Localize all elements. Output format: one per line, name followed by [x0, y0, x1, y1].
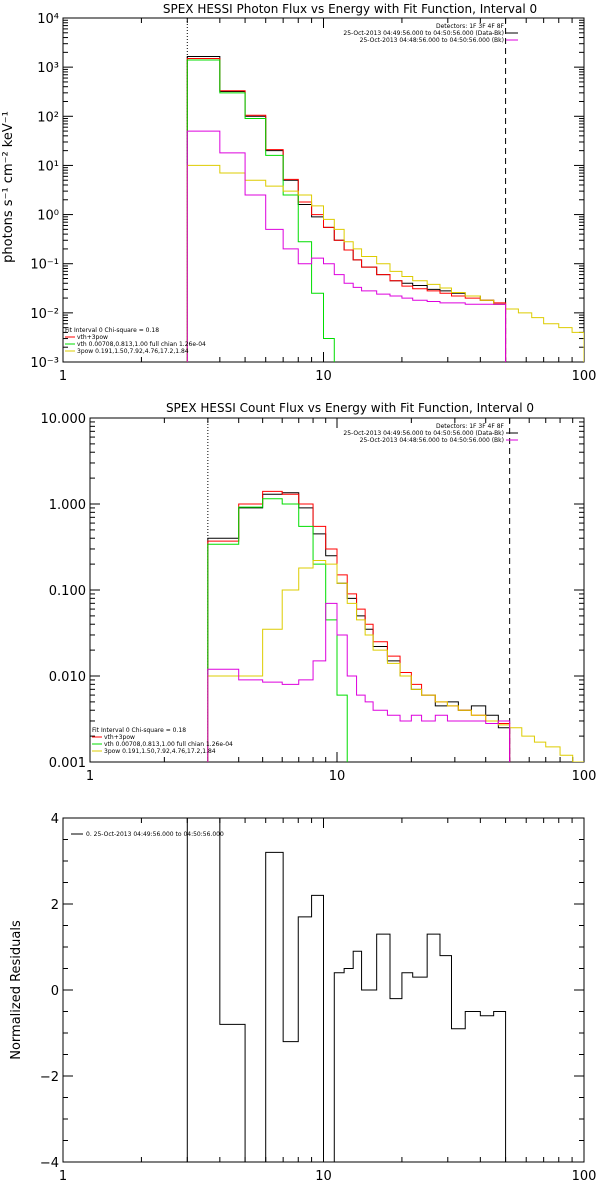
- legend-top-right-entry: 25-Oct-2013 04:48:56.000 to 04:50:56.000…: [360, 437, 504, 444]
- x-tick-label: 1: [59, 369, 67, 384]
- residuals-panel: Normalized Residuals 0. 25-Oct-2013 04:4…: [9, 812, 596, 1184]
- legend-bottom-left-entry: vth+3pow: [77, 334, 108, 341]
- y-tick-label: 2: [51, 898, 59, 913]
- y-tick-label: 10.000: [41, 412, 87, 427]
- series-bk: [207, 602, 511, 762]
- count-flux-title: SPEX HESSI Count Flux vs Energy with Fit…: [166, 401, 534, 415]
- photon-flux-ylabel: photons s⁻¹ cm⁻² keV⁻¹: [1, 111, 16, 263]
- residuals-ylabel: Normalized Residuals: [9, 920, 24, 1060]
- legend-bottom-left-entry: Fit Interval 0 Chi-square = 0.18: [65, 327, 159, 334]
- y-tick-label: 10⁴: [37, 12, 59, 27]
- y-tick-label: 0.010: [49, 670, 86, 685]
- y-tick-label: 4: [51, 812, 59, 827]
- series-data: [207, 492, 511, 762]
- residuals-legend: 0. 25-Oct-2013 04:49:56.000 to 04:50:56.…: [86, 831, 224, 838]
- series-3pow: [207, 560, 584, 762]
- y-tick-label: −2: [40, 1070, 59, 1085]
- photon-flux-panel: SPEX HESSI Photon Flux vs Energy with Fi…: [1, 2, 597, 384]
- series-data: [186, 55, 507, 362]
- x-tick-label: 10: [315, 1169, 332, 1184]
- x-tick-label: 100: [572, 369, 597, 384]
- x-tick-label: 10: [315, 369, 332, 384]
- x-tick-label: 100: [572, 1169, 597, 1184]
- x-tick-label: 1: [86, 769, 94, 784]
- y-tick-label: 0: [51, 984, 59, 999]
- legend-top-right-entry: Detectors: 1F 3F 4F 8F: [436, 423, 505, 430]
- series-3pow: [186, 164, 584, 362]
- series-vth: [186, 59, 335, 362]
- y-tick-label: −4: [40, 1156, 59, 1171]
- y-tick-label: 10¹: [37, 159, 59, 174]
- legend-bottom-left-entry: vth 0.00708,0.813,1.00 full chian 1.26e-…: [77, 341, 206, 348]
- series-bk: [186, 130, 507, 362]
- x-tick-label: 100: [572, 769, 597, 784]
- series-vth-3pow: [207, 490, 511, 762]
- y-tick-label: 1.000: [49, 498, 86, 513]
- series-vth: [207, 498, 348, 762]
- series-residuals: [186, 818, 507, 1162]
- legend-bottom-left-entry: 3pow 0.191,1.50,7.92,4.76,17.2,1.84: [104, 748, 216, 755]
- y-tick-label: 10⁰: [37, 209, 59, 224]
- photon-flux-title: SPEX HESSI Photon Flux vs Energy with Fi…: [163, 2, 537, 16]
- legend-top-right-entry: Detectors: 1F 3F 4F 8F: [436, 23, 505, 30]
- y-tick-label: 10²: [37, 110, 59, 125]
- legend-top-right-entry: 25-Oct-2013 04:48:56.000 to 04:50:56.000…: [360, 37, 504, 44]
- series-vth-3pow: [186, 57, 507, 362]
- y-tick-label: 10⁻¹: [30, 258, 59, 273]
- legend-bottom-left-entry: 3pow 0.191,1.50,7.92,4.76,17.2,1.84: [77, 348, 189, 355]
- legend-bottom-left-entry: vth+3pow: [104, 734, 135, 741]
- y-tick-label: 10³: [37, 61, 59, 76]
- x-tick-label: 1: [59, 1169, 67, 1184]
- legend-top-right-entry: 25-Oct-2013 04:49:56.000 to 04:50:56.000…: [343, 30, 504, 37]
- legend-bottom-left-entry: Fit Interval 0 Chi-square = 0.18: [92, 727, 186, 734]
- legend-top-right-entry: 25-Oct-2013 04:49:56.000 to 04:50:56.000…: [343, 430, 504, 437]
- legend-bottom-left-entry: vth 0.00708,0.813,1.00 full chian 1.26e-…: [104, 741, 233, 748]
- y-tick-label: 10⁻²: [30, 307, 59, 322]
- count-flux-panel: SPEX HESSI Count Flux vs Energy with Fit…: [41, 401, 597, 784]
- y-tick-label: 0.100: [49, 584, 86, 599]
- y-tick-label: 10⁻³: [30, 356, 59, 371]
- y-tick-label: 0.001: [49, 756, 86, 771]
- x-tick-label: 10: [329, 769, 346, 784]
